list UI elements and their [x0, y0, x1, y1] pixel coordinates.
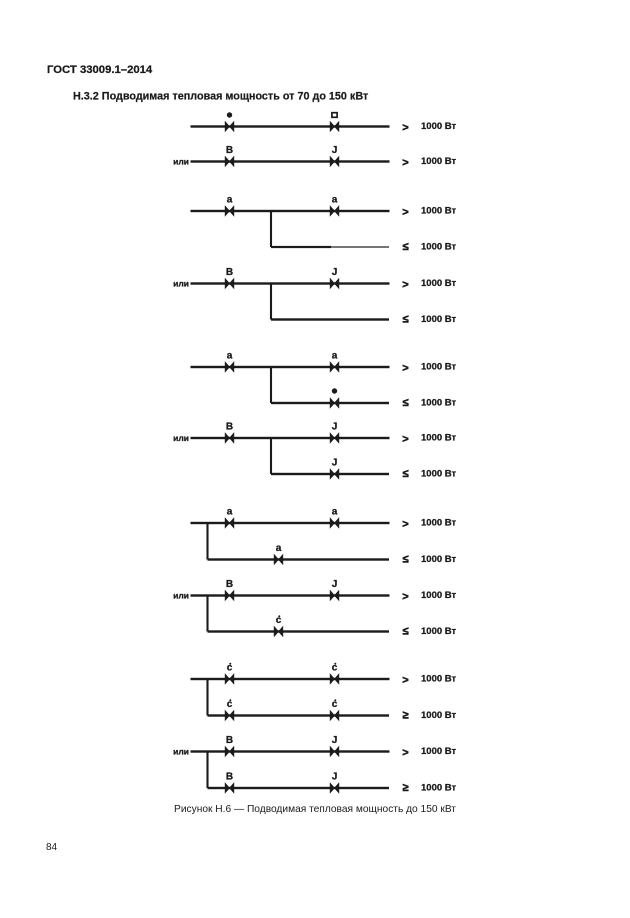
- svg-text:≤: ≤: [402, 468, 408, 480]
- svg-text:1000 Вт: 1000 Вт: [421, 518, 457, 529]
- svg-text:1000 Вт: 1000 Вт: [421, 398, 457, 409]
- svg-text:ГОСТ 33009.1–2014: ГОСТ 33009.1–2014: [47, 64, 153, 76]
- svg-text:J: J: [332, 145, 338, 156]
- svg-text:c: c: [227, 663, 233, 674]
- svg-text:a: a: [227, 195, 233, 206]
- svg-text:≤: ≤: [402, 397, 408, 409]
- svg-text:c: c: [276, 615, 282, 626]
- svg-text:J: J: [332, 422, 338, 433]
- svg-text:c: c: [332, 663, 338, 674]
- svg-text:или: или: [173, 433, 189, 443]
- svg-text:1000 Вт: 1000 Вт: [421, 156, 457, 167]
- svg-text:1000 Вт: 1000 Вт: [421, 469, 457, 480]
- svg-text:Н.3.2 Подводимая тепловая мощн: Н.3.2 Подводимая тепловая мощность от 70…: [73, 91, 368, 103]
- svg-text:1000 Вт: 1000 Вт: [421, 746, 457, 757]
- svg-text:>: >: [402, 433, 408, 445]
- svg-text:a: a: [332, 351, 338, 362]
- svg-text:>: >: [402, 122, 408, 134]
- svg-text:a: a: [227, 351, 233, 362]
- svg-text:1000 Вт: 1000 Вт: [421, 362, 457, 373]
- svg-text:или: или: [173, 590, 189, 600]
- svg-text:B: B: [226, 267, 233, 278]
- svg-text:1000 Вт: 1000 Вт: [421, 554, 457, 565]
- svg-text:>: >: [402, 674, 408, 686]
- svg-text:>: >: [402, 518, 408, 530]
- svg-text:B: B: [226, 735, 233, 746]
- svg-text:или: или: [173, 746, 189, 756]
- svg-text:B: B: [226, 772, 233, 783]
- svg-text:или: или: [173, 278, 189, 288]
- svg-text:a: a: [276, 543, 282, 554]
- svg-text:>: >: [402, 206, 408, 218]
- svg-text:J: J: [332, 772, 338, 783]
- svg-text:1000 Вт: 1000 Вт: [421, 710, 457, 721]
- svg-text:J: J: [332, 267, 338, 278]
- svg-text:84: 84: [46, 842, 58, 853]
- svg-text:B: B: [226, 422, 233, 433]
- svg-text:≤: ≤: [402, 625, 408, 637]
- svg-text:≥: ≥: [402, 709, 408, 721]
- svg-text:>: >: [402, 747, 408, 759]
- svg-text:≥: ≥: [402, 782, 408, 794]
- svg-text:c: c: [332, 699, 338, 710]
- svg-text:1000 Вт: 1000 Вт: [421, 626, 457, 637]
- svg-text:c: c: [227, 699, 233, 710]
- svg-text:>: >: [402, 362, 408, 374]
- svg-text:1000 Вт: 1000 Вт: [421, 206, 457, 217]
- svg-text:a: a: [332, 195, 338, 206]
- svg-text:B: B: [226, 579, 233, 590]
- svg-text:1000 Вт: 1000 Вт: [421, 242, 457, 253]
- svg-text:≤: ≤: [402, 553, 408, 565]
- svg-text:Рисунок Н.6 — Подводимая тепло: Рисунок Н.6 — Подводимая тепловая мощнос…: [174, 804, 456, 815]
- svg-text:B: B: [226, 145, 233, 156]
- svg-text:>: >: [402, 279, 408, 291]
- svg-text:или: или: [173, 156, 189, 166]
- svg-text:1000 Вт: 1000 Вт: [421, 433, 457, 444]
- svg-text:1000 Вт: 1000 Вт: [421, 314, 457, 325]
- svg-text:1000 Вт: 1000 Вт: [421, 590, 457, 601]
- svg-text:1000 Вт: 1000 Вт: [421, 278, 457, 289]
- svg-text:>: >: [402, 157, 408, 169]
- svg-text:a: a: [332, 507, 338, 518]
- svg-text:1000 Вт: 1000 Вт: [421, 674, 457, 685]
- svg-text:1000 Вт: 1000 Вт: [421, 121, 457, 132]
- svg-text:J: J: [332, 579, 338, 590]
- svg-text:1000 Вт: 1000 Вт: [421, 783, 457, 794]
- svg-text:a: a: [227, 507, 233, 518]
- svg-text:>: >: [402, 591, 408, 603]
- svg-text:≤: ≤: [402, 241, 408, 253]
- svg-text:J: J: [332, 458, 338, 469]
- svg-text:J: J: [332, 735, 338, 746]
- svg-text:≤: ≤: [402, 313, 408, 325]
